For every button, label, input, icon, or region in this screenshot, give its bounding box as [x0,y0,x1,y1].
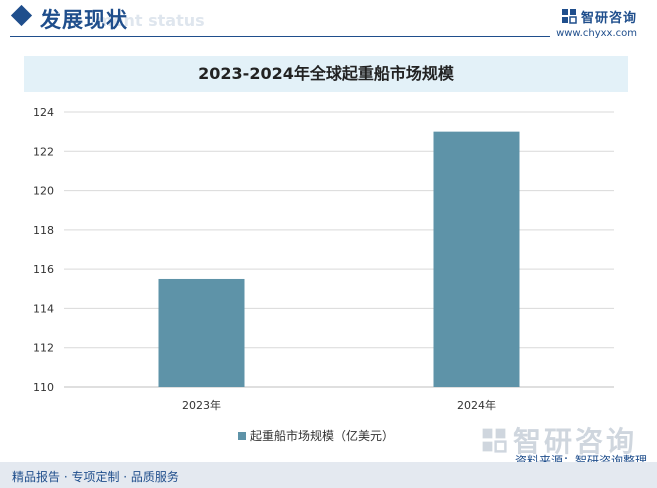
footer-bar: 精品报告 · 专项定制 · 品质服务 [0,462,657,488]
y-tick-label: 124 [33,106,54,119]
watermark-text: 智研咨询 [512,425,637,458]
y-tick-label: 114 [33,302,54,315]
footer-text: 精品报告 · 专项定制 · 品质服务 [12,470,179,484]
brand-logo-icon [561,9,577,24]
legend-swatch [238,431,246,440]
chart-title-band: 2023-2024年全球起重船市场规模 [24,56,628,92]
y-tick-label: 116 [33,263,54,276]
brand-url: www.chyxx.com [556,28,637,39]
section-title: 发展现状 [40,8,128,32]
watermark-logo-icon [482,428,507,453]
y-tick-label: 112 [33,342,54,355]
brand: 智研咨询 [561,6,637,26]
y-tick-label: 122 [33,145,54,158]
header-divider [10,36,550,37]
legend: 起重船市场规模（亿美元） [238,427,394,444]
y-tick-label: 110 [33,381,54,394]
header: ment status 发展现状 智研咨询 www.chyxx.com [0,0,657,40]
x-tick-label: 2023年 [182,398,221,412]
bar [158,278,245,387]
watermark-logo: 智研咨询 [481,420,637,460]
brand-name: 智研咨询 [580,10,637,26]
chart-title: 2023-2024年全球起重船市场规模 [198,64,454,83]
bar [433,131,520,387]
y-tick-label: 118 [33,224,54,237]
y-tick-label: 120 [33,185,54,198]
section-title-en: ment status [96,11,205,30]
x-tick-label: 2024年 [457,398,496,412]
legend-label: 起重船市场规模（亿美元） [250,429,395,443]
